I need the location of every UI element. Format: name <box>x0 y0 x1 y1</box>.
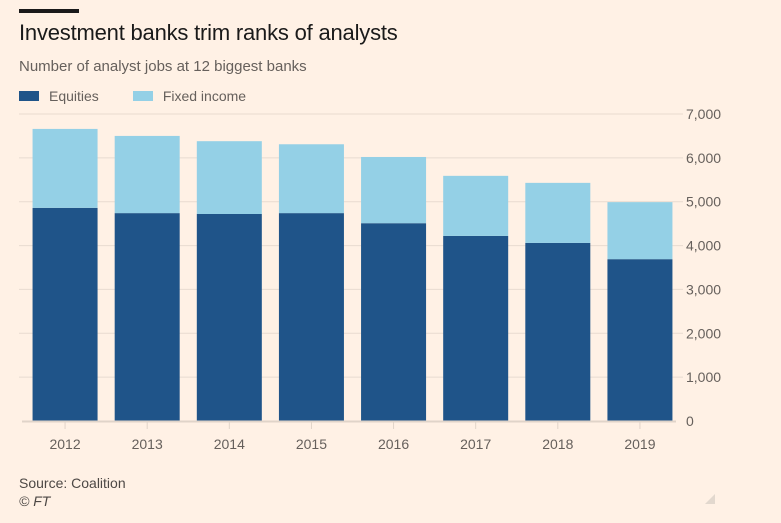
legend-label-fixed-income: Fixed income <box>162 88 247 104</box>
bar-equities-2015 <box>278 213 344 421</box>
chart-subtitle: Number of analyst jobs at 12 biggest ban… <box>19 58 307 75</box>
ft-top-rule <box>19 9 79 13</box>
chart-title: Investment banks trim ranks of analysts <box>19 20 398 45</box>
x-tick-label: 2012 <box>49 436 80 452</box>
x-tick-label: 2019 <box>624 436 655 452</box>
y-tick-label: 2,000 <box>686 325 721 341</box>
bar-fixed-income-2016 <box>361 156 427 224</box>
legend-item-equities: Equities <box>19 88 99 104</box>
bar-fixed-income-2015 <box>278 144 344 214</box>
bar-equities-2016 <box>361 223 427 421</box>
x-tick-label: 2013 <box>132 436 163 452</box>
y-tick-label: 1,000 <box>686 369 721 385</box>
legend: Equities Fixed income <box>19 88 280 104</box>
x-tick-label: 2015 <box>296 436 327 452</box>
y-tick-label: 6,000 <box>686 150 721 166</box>
bar-equities-2014 <box>196 213 262 421</box>
y-tick-label: 5,000 <box>686 194 721 210</box>
x-tick-label: 2018 <box>542 436 573 452</box>
bar-equities-2017 <box>443 235 509 421</box>
bar-equities-2018 <box>525 242 591 421</box>
y-tick-label: 7,000 <box>686 106 721 122</box>
y-tick-label: 4,000 <box>686 238 721 254</box>
bar-fixed-income-2017 <box>443 175 509 236</box>
x-tick-label: 2014 <box>214 436 245 452</box>
bar-equities-2019 <box>607 259 673 421</box>
bar-fixed-income-2012 <box>32 128 98 208</box>
legend-swatch-equities <box>19 91 39 101</box>
x-tick-label: 2016 <box>378 436 409 452</box>
bar-fixed-income-2018 <box>525 182 591 243</box>
y-tick-label: 0 <box>686 413 694 429</box>
source-note: Source: Coalition <box>19 475 126 491</box>
legend-swatch-fixed-income <box>132 91 153 101</box>
legend-item-fixed-income: Fixed income <box>132 88 247 104</box>
bar-equities-2013 <box>114 213 180 421</box>
x-tick-label: 2017 <box>460 436 491 452</box>
bar-equities-2012 <box>32 207 98 421</box>
y-tick-label: 3,000 <box>686 281 721 297</box>
copyright-note: © FT <box>19 493 51 509</box>
bar-fixed-income-2019 <box>607 202 673 260</box>
bar-fixed-income-2014 <box>196 141 262 214</box>
bar-fixed-income-2013 <box>114 135 180 214</box>
resize-handle-icon[interactable] <box>705 494 715 504</box>
legend-label-equities: Equities <box>49 88 99 104</box>
